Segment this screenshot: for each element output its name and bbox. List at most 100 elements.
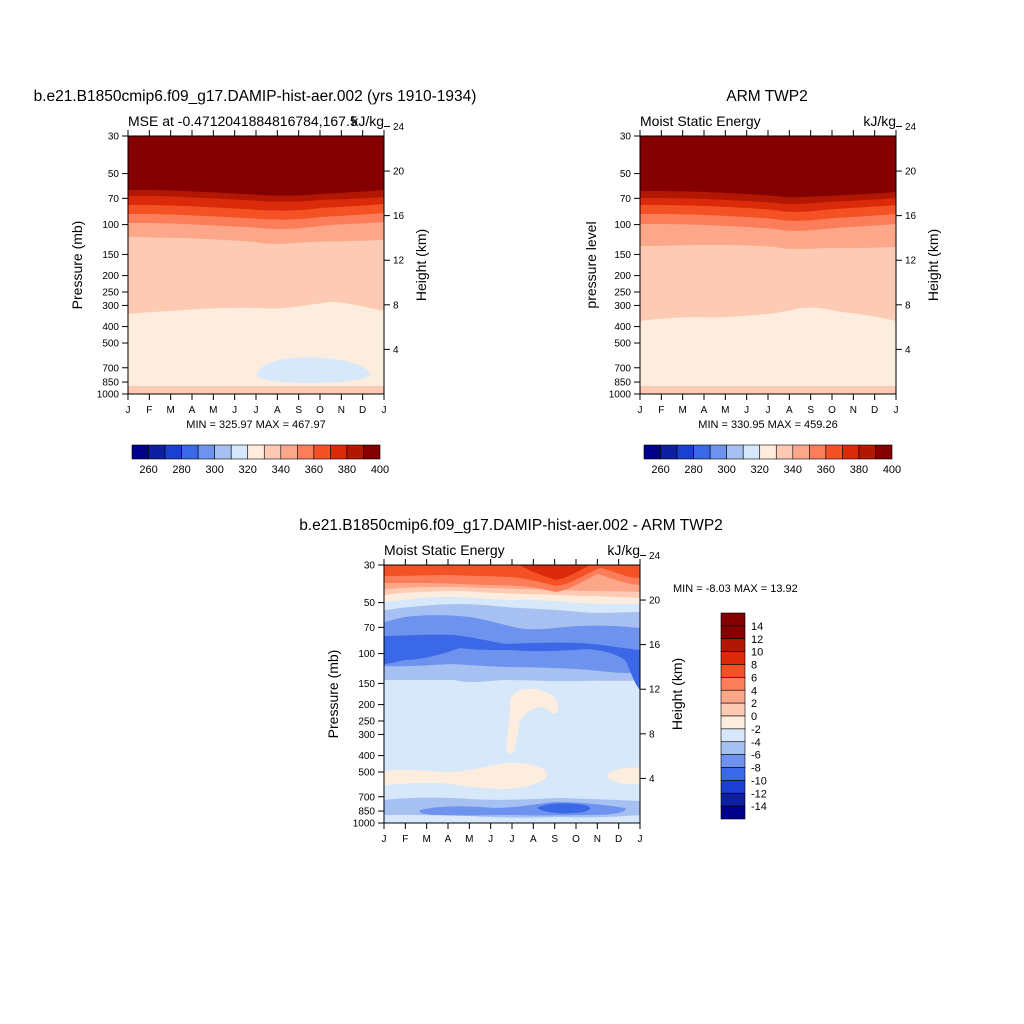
panel1-ylabel-right: Height (km) <box>413 229 429 301</box>
panel1-ytick-label: 850 <box>102 378 119 389</box>
panel1-ytick-label: 50 <box>108 169 120 180</box>
colorbar-panel1-swatch-1 <box>148 444 166 460</box>
panel2-ytick-label: 150 <box>614 250 631 261</box>
panel2-ytick-label: 300 <box>614 301 631 312</box>
panel1-xtick-label: J <box>254 405 259 416</box>
panel2-ytick-label: 100 <box>614 220 631 231</box>
colorbar-panel3-label: 8 <box>751 660 757 672</box>
panel1-xtick-label: A <box>189 405 196 416</box>
panel1-ytick-label: 700 <box>102 363 119 374</box>
panel3-band-warm-500 <box>384 762 548 789</box>
colorbar-panel3-swatch-0 <box>720 612 746 627</box>
panel3-title: b.e21.B1850cmip6.f09_g17.DAMIP-hist-aer.… <box>299 517 723 534</box>
panel1-ytick-label: 150 <box>102 250 119 261</box>
panel2-htick-label: 4 <box>905 345 911 356</box>
panel1-xtick-label: J <box>126 405 131 416</box>
panel1-ylabel: Pressure (mb) <box>69 221 85 310</box>
colorbar-panel2-swatch-10 <box>809 444 827 460</box>
colorbar-panel3-swatch-11 <box>720 754 746 768</box>
panel2-xtick-label: M <box>678 405 686 416</box>
colorbar-panel2-label: 320 <box>751 464 769 476</box>
panel1-xtick-label: N <box>338 405 345 416</box>
colorbar-panel2-swatch-0 <box>643 444 661 460</box>
colorbar-panel1-swatch-9 <box>280 444 298 460</box>
panel3-plot <box>383 564 641 824</box>
colorbar-panel1-swatch-14 <box>363 444 381 460</box>
panel1-band-345-bottom <box>128 386 384 394</box>
panel3-ytick-label: 1000 <box>353 819 376 830</box>
panel2-xtick-label: A <box>701 405 708 416</box>
panel3-ylabel-right: Height (km) <box>669 658 685 730</box>
colorbar-panel2-label: 260 <box>651 464 669 476</box>
panel1-xtick-label: D <box>359 405 366 416</box>
colorbar-panel1-swatch-2 <box>164 444 182 460</box>
colorbar-panel3-swatch-1 <box>720 625 746 640</box>
colorbar-panel3-swatch-2 <box>720 638 746 652</box>
panel2-ytick-label: 70 <box>620 194 632 205</box>
panel2-subtitle-left: Moist Static Energy <box>640 113 761 129</box>
colorbar-panel3-label: -14 <box>751 801 767 813</box>
panel1-htick-label: 24 <box>393 122 405 133</box>
colorbar-panel2-label: 300 <box>717 464 735 476</box>
colorbar-panel2-swatch-1 <box>660 444 678 460</box>
colorbar-panel1-swatch-13 <box>346 444 364 460</box>
panel3-xtick-label: A <box>530 834 537 845</box>
panel3: b.e21.B1850cmip6.f09_g17.DAMIP-hist-aer.… <box>299 517 798 845</box>
panel1-xtick-label: M <box>166 405 174 416</box>
colorbar-panel2-swatch-13 <box>858 444 876 460</box>
colorbar-panel2-swatch-7 <box>759 444 777 460</box>
panel2-xtick-label: M <box>721 405 729 416</box>
colorbar-panel1-swatch-11 <box>313 444 331 460</box>
colorbar-panel1-swatch-6 <box>230 444 249 460</box>
panel1-axes: J F M A M J J A S O N D J 30 50 70 100 150 200 250 300 400 500… <box>97 122 405 416</box>
panel1-minmax: MIN = 325.97 MAX = 467.97 <box>186 419 325 431</box>
panel3-band-11 <box>520 565 590 580</box>
panel3-htick-label: 20 <box>649 596 661 607</box>
colorbar-panel2-label: 340 <box>784 464 802 476</box>
panel1-ytick-label: 250 <box>102 288 119 299</box>
colorbar-panel2-label: 380 <box>850 464 868 476</box>
panel1-ytick-label: 1000 <box>97 390 120 401</box>
panel3-ytick-label: 250 <box>358 717 375 728</box>
colorbar-panel1-label: 260 <box>139 464 157 476</box>
panel2-minmax: MIN = 330.95 MAX = 459.26 <box>698 419 837 431</box>
panel1-htick-label: 20 <box>393 167 405 178</box>
colorbar-panel3-label: 10 <box>751 647 763 659</box>
panel2-ytick-label: 30 <box>620 132 632 143</box>
panel2-xtick-label: J <box>894 405 899 416</box>
panel1: b.e21.B1850cmip6.f09_g17.DAMIP-hist-aer.… <box>34 88 477 431</box>
panel3-xtick-label: O <box>572 834 580 845</box>
colorbar-panel1-swatch-3 <box>181 444 199 460</box>
panel3-ytick-label: 150 <box>358 679 375 690</box>
panel2-title: ARM TWP2 <box>726 88 808 105</box>
panel3-htick-label: 24 <box>649 551 661 562</box>
panel3-htick-label: 16 <box>649 640 661 651</box>
panel1-ytick-label: 100 <box>102 220 119 231</box>
colorbar-panel1-swatch-7 <box>247 444 265 460</box>
panel2-ytick-label: 250 <box>614 288 631 299</box>
panel3-xtick-label: M <box>422 834 430 845</box>
panel1-subtitle-right: kJ/kg <box>351 113 384 129</box>
colorbar-panel3-label: -10 <box>751 775 767 787</box>
colorbar-panel3-swatch-12 <box>720 767 746 781</box>
panel2-ylabel: pressure level <box>583 221 599 308</box>
colorbar-panel3-swatch-4 <box>720 664 746 678</box>
colorbar-panel3-label: 6 <box>751 672 757 684</box>
colorbar-panel3-label: -8 <box>751 763 761 775</box>
panel1-htick-label: 4 <box>393 345 399 356</box>
colorbar-panel2-swatch-11 <box>825 444 843 460</box>
panel2-xtick-label: A <box>786 405 793 416</box>
panel3-ylabel: Pressure (mb) <box>325 650 341 739</box>
panel3-subtitle-right: kJ/kg <box>607 542 640 558</box>
colorbar-panel3-swatch-8 <box>720 715 746 730</box>
colorbar-panel3-label: 0 <box>751 711 757 723</box>
panel3-xtick-label: J <box>510 834 515 845</box>
colorbar-panel2-swatch-4 <box>709 444 727 460</box>
colorbar-panel2: 260 280 300 320 340 360 380 400 <box>643 444 901 476</box>
panel2-xtick-label: O <box>828 405 836 416</box>
panel3-htick-label: 8 <box>649 729 655 740</box>
panel3-xtick-label: J <box>382 834 387 845</box>
colorbar-panel3-label: -4 <box>751 737 761 749</box>
